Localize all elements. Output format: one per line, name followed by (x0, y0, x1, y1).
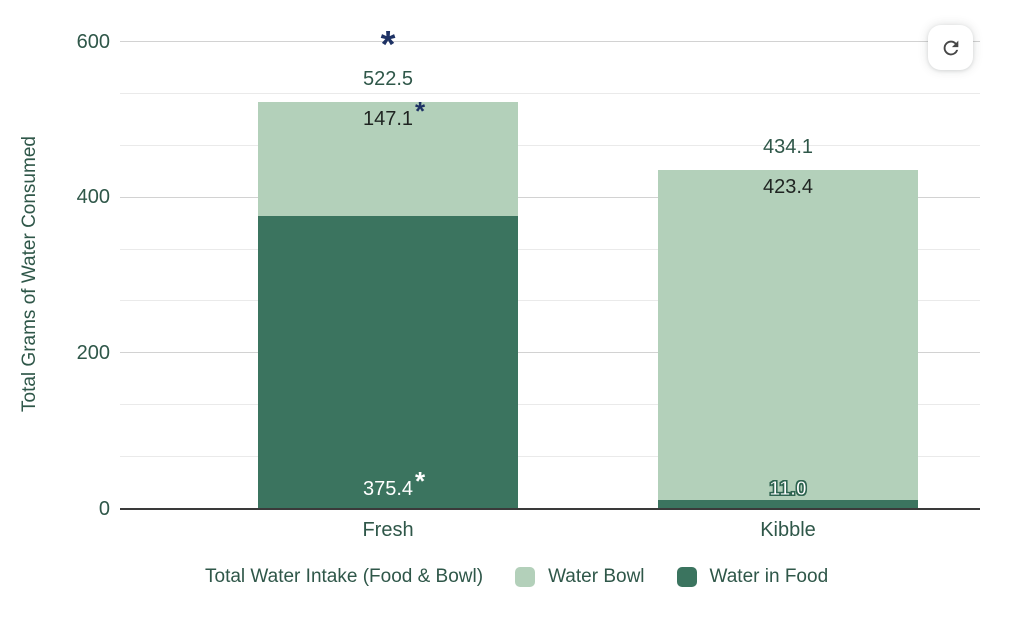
water-bowl-value-label: 147.1 * (258, 95, 518, 130)
significance-asterisk: * (415, 465, 426, 496)
total-value-label: 522.5 (258, 68, 518, 90)
bar-segment-water-in-food-fresh (258, 216, 518, 509)
water-bowl-value-label: 423.4 (658, 176, 918, 198)
minor-gridline (120, 92, 980, 94)
total-value: 522.5 (362, 67, 414, 90)
water-bowl-value: 423.4 (762, 176, 814, 199)
major-gridline (120, 352, 980, 354)
legend-item-label: Water in Food (709, 566, 829, 587)
y-axis-tick-label: 0 (98, 497, 110, 520)
bar-segment-water-bowl-kibble (658, 170, 918, 500)
water-in-food-value: 375.4 * (362, 465, 426, 500)
water-in-food-swatch (676, 567, 697, 587)
minor-gridline (120, 456, 980, 458)
legend-title: Total Water Intake (Food & Bowl) (205, 566, 484, 587)
bar-segment-water-bowl-fresh (258, 101, 518, 217)
minor-gridline (120, 404, 980, 406)
y-axis-tick-label: 400 (76, 186, 110, 209)
water-in-food-value-label: 375.4 * (258, 465, 518, 500)
water-bowl-value: 147.1 * (362, 95, 426, 130)
x-axis-label-fresh: Fresh (362, 518, 414, 541)
water-in-food-value: 11.0 (769, 477, 808, 500)
total-value: 434.1 (762, 136, 814, 159)
y-axis-tick-label: 600 (76, 30, 110, 53)
major-gridline (120, 41, 980, 42)
x-axis-line (120, 507, 980, 510)
minor-gridline (120, 300, 980, 302)
refresh-button[interactable] (928, 25, 973, 70)
legend-item-label: Water Bowl (548, 566, 645, 587)
minor-gridline (120, 248, 980, 250)
significance-asterisk: * (415, 95, 426, 126)
y-axis-tick-label: 200 (76, 341, 110, 364)
refresh-icon (940, 37, 962, 59)
water-in-food-value-label: 11.0 (658, 477, 918, 500)
y-axis-title: Total Grams of Water Consumed (19, 136, 40, 412)
legend-item-water-in-food: Water in Food (676, 566, 829, 588)
bar-segment-water-in-food-kibble (658, 499, 918, 509)
significance-asterisk: * (380, 23, 396, 66)
minor-gridline (120, 144, 980, 146)
legend-item-water-bowl: Water Bowl (515, 566, 645, 588)
x-axis-label-kibble: Kibble (760, 518, 816, 541)
chart-legend: Total Water Intake (Food & Bowl) Water B… (205, 565, 828, 589)
total-value-label: 434.1 (658, 136, 918, 158)
major-gridline (120, 196, 980, 198)
water-bowl-swatch (515, 567, 536, 587)
